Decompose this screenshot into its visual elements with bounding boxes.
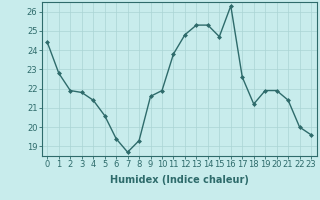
X-axis label: Humidex (Indice chaleur): Humidex (Indice chaleur)	[110, 175, 249, 185]
